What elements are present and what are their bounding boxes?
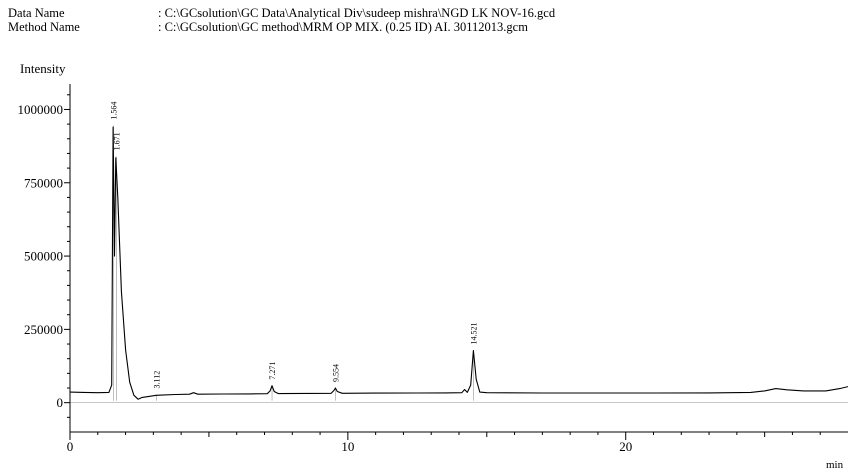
- peak-label: 1.564: [109, 102, 118, 120]
- file-metadata: Data Name : C:\GCsolution\GC Data\Analyt…: [8, 6, 555, 34]
- method-name-row: Method Name : C:\GCsolution\GC method\MR…: [8, 20, 555, 34]
- method-name-value: : C:\GCsolution\GC method\MRM OP MIX. (0…: [158, 20, 528, 34]
- y-tick-label: 750000: [24, 175, 63, 190]
- peak-label: 1.671: [112, 132, 121, 150]
- y-tick-label: 500000: [24, 249, 63, 264]
- y-tick-label: 0: [57, 395, 64, 410]
- data-name-label: Data Name: [8, 6, 65, 20]
- peak-label: 3.112: [152, 371, 161, 389]
- method-name-label: Method Name: [8, 20, 80, 34]
- data-name-row: Data Name : C:\GCsolution\GC Data\Analyt…: [8, 6, 555, 20]
- peak-label: 14.521: [469, 322, 478, 344]
- peak-label: 7.271: [268, 362, 277, 380]
- x-axis-label: min: [826, 459, 844, 470]
- x-tick-label: 10: [341, 439, 354, 454]
- x-tick-label: 20: [619, 439, 632, 454]
- peak-label: 9.554: [331, 364, 340, 382]
- data-name-value: : C:\GCsolution\GC Data\Analytical Div\s…: [158, 6, 556, 20]
- y-tick-label: 250000: [24, 322, 63, 337]
- y-axis-label: Intensity: [20, 61, 66, 76]
- x-tick-label: 0: [67, 439, 74, 454]
- y-tick-label: 1000000: [18, 102, 64, 117]
- signal-trace: [69, 126, 848, 400]
